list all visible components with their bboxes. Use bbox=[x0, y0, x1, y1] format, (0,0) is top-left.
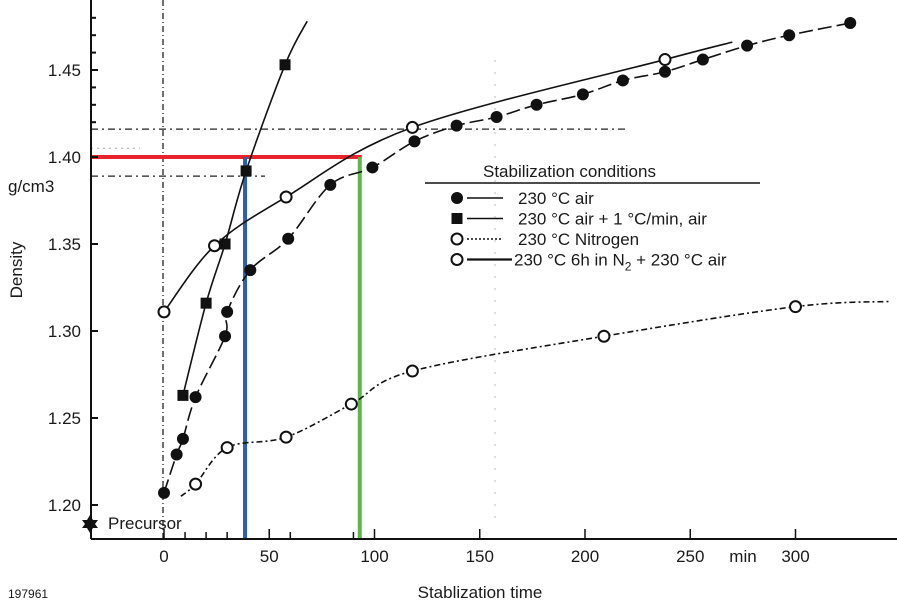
y-tick-label: 1.25 bbox=[48, 409, 81, 428]
data-point-series-0 bbox=[490, 110, 503, 123]
data-point-series-0 bbox=[158, 486, 170, 499]
data-point-series-3 bbox=[405, 120, 419, 134]
data-point-series-1 bbox=[200, 297, 212, 309]
data-point-series-2 bbox=[189, 477, 203, 491]
y-tick-label: 1.40 bbox=[48, 148, 81, 167]
data-point-series-3 bbox=[208, 239, 222, 253]
legend-item: 230 °C air + 1 °C/min, air bbox=[451, 210, 707, 229]
data-point-series-0 bbox=[658, 65, 671, 78]
data-point-series-0 bbox=[324, 178, 337, 191]
data-point-series-0 bbox=[450, 119, 463, 132]
legend-label: 230 °C Nitrogen bbox=[518, 230, 639, 249]
data-point-series-1 bbox=[240, 165, 252, 177]
x-tick-label: 0 bbox=[159, 547, 168, 566]
legend-label: 230 °C air bbox=[518, 189, 594, 208]
data-point-series-0 bbox=[530, 98, 543, 111]
data-point-series-0 bbox=[616, 74, 629, 87]
y-axis-label: Density bbox=[7, 241, 26, 298]
data-point-series-0 bbox=[783, 29, 796, 42]
data-point-series-0 bbox=[170, 448, 183, 461]
legend-label: 230 °C air + 1 °C/min, air bbox=[518, 210, 707, 229]
data-point-series-3 bbox=[157, 305, 171, 319]
series-markers bbox=[157, 17, 857, 499]
legend-marker bbox=[451, 192, 463, 204]
reference-lines bbox=[91, 155, 362, 539]
legend-title: Stabilization conditions bbox=[483, 162, 656, 181]
star-icon bbox=[82, 515, 98, 533]
precursor-marker: Precursor bbox=[82, 514, 182, 533]
data-point-series-0 bbox=[741, 39, 754, 52]
data-point-series-1 bbox=[279, 59, 291, 71]
x-tick-label: 200 bbox=[571, 547, 599, 566]
data-point-series-2 bbox=[597, 329, 611, 343]
legend: Stabilization conditions 230 °C air 230 °… bbox=[425, 162, 760, 274]
axes: 1.20 1.25 1.30 1.35 1.40 1.45 0 50 100 150 200 250 3… bbox=[48, 0, 897, 566]
y-tick-label: 1.35 bbox=[48, 235, 81, 254]
series-line-2 bbox=[180, 300, 891, 497]
figure-id: 197961 bbox=[8, 587, 48, 601]
x-axis-label: Stablization time bbox=[418, 583, 543, 602]
data-point-series-0 bbox=[408, 135, 421, 148]
legend-item: 230 °C 6h in N2 + 230 °C air bbox=[450, 251, 727, 274]
data-point-series-0 bbox=[189, 391, 202, 404]
legend-item: 230 °C air bbox=[451, 189, 594, 208]
data-point-series-0 bbox=[176, 432, 189, 445]
x-tick-label: 50 bbox=[260, 547, 279, 566]
x-tick-label: 100 bbox=[360, 547, 388, 566]
legend-marker bbox=[450, 253, 464, 266]
x-tick-label: 150 bbox=[466, 547, 494, 566]
data-point-series-0 bbox=[576, 88, 589, 101]
y-tick-label: 1.45 bbox=[48, 61, 81, 80]
data-point-series-3 bbox=[658, 53, 672, 67]
x-tick-label: 300 bbox=[781, 547, 809, 566]
guide-lines bbox=[91, 0, 625, 539]
legend-label: 230 °C 6h in N2 + 230 °C air bbox=[514, 251, 727, 274]
precursor-label: Precursor bbox=[108, 514, 182, 533]
data-point-series-0 bbox=[844, 17, 857, 30]
data-point-series-2 bbox=[279, 430, 293, 444]
data-point-series-0 bbox=[244, 264, 257, 277]
data-point-series-0 bbox=[221, 305, 234, 318]
legend-item: 230 °C Nitrogen bbox=[450, 230, 639, 249]
legend-marker bbox=[451, 213, 463, 224]
data-point-series-1 bbox=[219, 238, 231, 250]
data-point-series-2 bbox=[789, 300, 802, 314]
x-axis-unit: min bbox=[729, 547, 756, 566]
series-line-0 bbox=[163, 22, 851, 494]
data-point-series-0 bbox=[282, 232, 295, 245]
data-point-series-0 bbox=[219, 330, 232, 343]
data-point-series-3 bbox=[279, 190, 293, 204]
data-point-series-2 bbox=[405, 364, 419, 378]
data-point-series-2 bbox=[220, 441, 234, 455]
data-point-series-1 bbox=[177, 389, 189, 401]
y-tick-label: 1.30 bbox=[48, 322, 81, 341]
data-point-series-0 bbox=[696, 53, 709, 66]
x-tick-label: 250 bbox=[676, 547, 704, 566]
legend-marker bbox=[450, 232, 464, 246]
y-tick-label: 1.20 bbox=[48, 496, 81, 515]
data-point-series-2 bbox=[344, 397, 358, 411]
data-point-series-0 bbox=[366, 161, 379, 174]
y-axis-unit: g/cm3 bbox=[8, 177, 54, 196]
